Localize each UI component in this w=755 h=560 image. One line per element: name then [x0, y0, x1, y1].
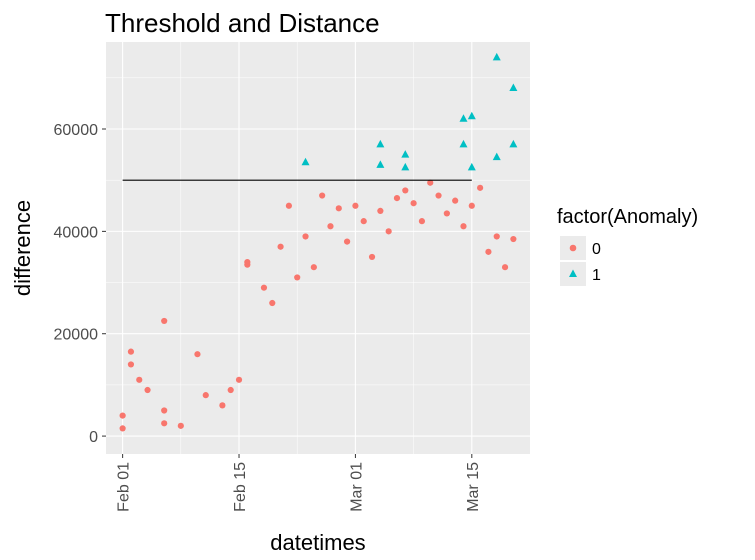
normal-point — [468, 202, 475, 209]
normal-point — [235, 376, 243, 383]
x-tick-label: Mar 15 — [465, 462, 482, 512]
normal-point — [119, 425, 126, 432]
plot-panel — [106, 42, 530, 454]
normal-point — [310, 264, 317, 271]
normal-point — [327, 223, 334, 230]
normal-point — [393, 194, 401, 202]
normal-point — [194, 351, 201, 358]
normal-point — [443, 210, 450, 217]
anomaly-point — [467, 162, 476, 171]
legend: factor(Anomaly) 0 1 — [557, 206, 698, 286]
major-gridlines — [106, 42, 530, 454]
anomaly-point — [509, 83, 518, 92]
normal-point — [385, 228, 392, 235]
normal-point — [277, 243, 284, 250]
normal-point — [343, 238, 351, 245]
legend-label-1: 1 — [592, 267, 601, 284]
anomaly-point — [301, 157, 310, 166]
anomaly-point — [459, 139, 468, 148]
normal-point — [144, 386, 151, 394]
x-tick-label: Feb 15 — [232, 462, 249, 512]
normal-point — [335, 205, 342, 212]
legend-symbol-circle — [569, 244, 577, 252]
normal-point — [161, 317, 168, 325]
anomaly-point — [376, 160, 385, 168]
legend-symbol-triangle — [569, 269, 577, 277]
x-axis-title: datetimes — [270, 530, 365, 555]
normal-point — [410, 200, 417, 207]
normal-point — [202, 392, 209, 399]
anomaly-point — [459, 114, 468, 122]
normal-points — [119, 179, 517, 432]
normal-point — [260, 284, 268, 291]
normal-point — [302, 233, 309, 240]
normal-point — [452, 197, 459, 204]
anomaly-point — [401, 162, 410, 171]
normal-point — [493, 233, 500, 240]
anomaly-points — [301, 52, 518, 171]
normal-point — [377, 207, 384, 214]
normal-point — [427, 179, 434, 186]
normal-point — [119, 412, 126, 419]
anomaly-point — [376, 139, 385, 148]
normal-point — [177, 422, 184, 429]
normal-point — [460, 223, 467, 230]
x-tick-label: Mar 01 — [348, 462, 365, 512]
normal-point — [294, 274, 301, 281]
anomaly-point — [509, 139, 518, 148]
normal-point — [418, 218, 426, 225]
normal-point — [161, 420, 168, 427]
normal-point — [244, 261, 251, 268]
normal-point — [510, 235, 517, 243]
legend-title: factor(Anomaly) — [557, 206, 698, 228]
anomaly-point — [467, 111, 476, 120]
normal-point — [319, 192, 326, 199]
y-tick-label: 60000 — [54, 122, 99, 139]
x-axis: Feb 01 Feb 15 Mar 01 Mar 15 — [116, 454, 482, 512]
normal-point — [402, 187, 409, 194]
normal-point — [360, 218, 367, 225]
normal-point — [285, 202, 293, 209]
normal-point — [219, 402, 226, 409]
chart-title: Threshold and Distance — [105, 8, 380, 38]
normal-point — [136, 376, 143, 383]
normal-point — [368, 253, 376, 261]
normal-point — [161, 407, 168, 414]
normal-point — [435, 192, 442, 199]
x-tick-label: Feb 01 — [116, 462, 133, 512]
normal-point — [227, 386, 234, 394]
legend-label-0: 0 — [592, 241, 601, 258]
y-axis-title: difference — [10, 200, 35, 296]
anomaly-point — [492, 152, 501, 161]
y-tick-label: 40000 — [54, 224, 99, 241]
y-axis: 0 20000 40000 60000 — [54, 122, 106, 446]
normal-point — [269, 299, 276, 307]
normal-point — [127, 361, 135, 368]
y-tick-label: 0 — [89, 429, 98, 446]
normal-point — [477, 184, 484, 191]
anomaly-point — [492, 52, 501, 61]
y-tick-label: 20000 — [54, 327, 99, 344]
normal-point — [127, 348, 135, 355]
normal-point — [352, 202, 359, 209]
normal-point — [501, 264, 509, 271]
normal-point — [485, 248, 492, 255]
anomaly-point — [401, 150, 410, 158]
